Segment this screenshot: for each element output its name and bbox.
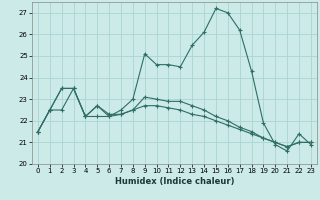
X-axis label: Humidex (Indice chaleur): Humidex (Indice chaleur): [115, 177, 234, 186]
